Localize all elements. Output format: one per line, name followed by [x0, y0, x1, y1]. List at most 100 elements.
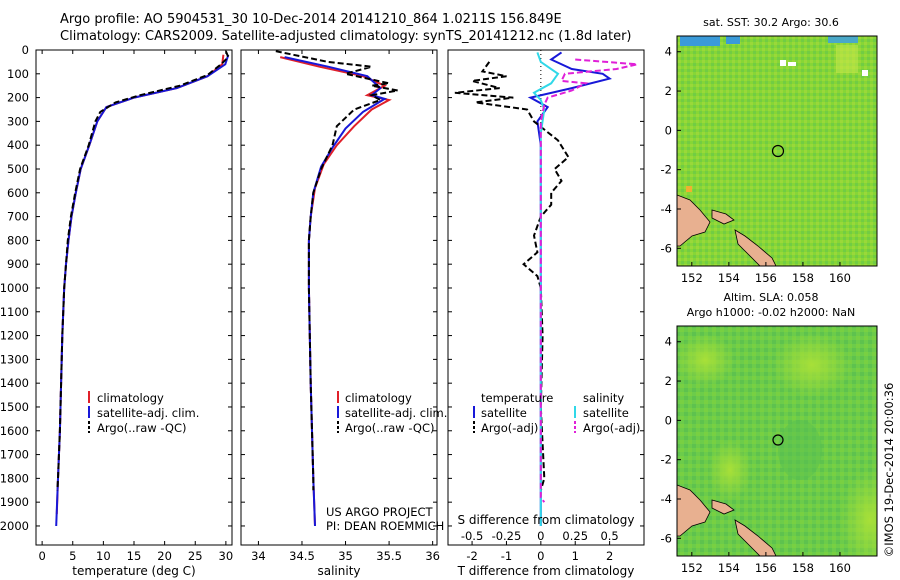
depth-tick-label: 1600: [0, 424, 29, 438]
temperature-panel: [35, 49, 233, 546]
depth-tick-label: 0: [22, 43, 29, 57]
depth-tick-label: 2000: [0, 519, 29, 533]
imos-stamp: ©IMOS 19-Dec-2014 20:00:36: [882, 383, 896, 558]
legend-salinity-title: salinity: [583, 391, 624, 405]
legend-argo: Argo(..raw -QC): [345, 421, 435, 435]
x-tick-label: 2: [606, 549, 613, 563]
depth-tick-label: 1700: [0, 448, 29, 462]
map-y-tick-label: -4: [661, 202, 672, 216]
map-x-tick-label: 160: [829, 561, 851, 575]
depth-tick-label: 1200: [0, 329, 29, 343]
x-tick-label: 0: [38, 549, 45, 563]
legend-t-satellite: satellite: [481, 406, 527, 420]
x-tick-label: 35.5: [376, 549, 402, 563]
map-x-tick-label: 152: [681, 271, 703, 285]
sla-map: [677, 326, 877, 556]
project-annotation: US ARGO PROJECT: [326, 505, 434, 519]
x-tick-label-s: 0: [537, 529, 544, 543]
map-y-tick-label: -6: [661, 241, 672, 255]
argo-float-marker-sla: [772, 434, 784, 446]
legend-argo: Argo(..raw -QC): [97, 421, 187, 435]
legend-s-satellite: satellite: [583, 406, 629, 420]
depth-tick-label: 1800: [0, 471, 29, 485]
x-tick-label-s: 0.5: [600, 529, 618, 543]
map-x-tick-label: 160: [829, 271, 851, 285]
x-tick-label: 34: [251, 549, 266, 563]
map-y-tick-label: -2: [661, 163, 672, 177]
depth-axis-labels: 0 100 200 300 400 500 600 700 800 900 1000 1100 1200…: [0, 43, 29, 533]
argo-float-marker-sst: [771, 144, 785, 158]
x-tick-label: 0: [537, 549, 544, 563]
depth-tick-label: 1300: [0, 352, 29, 366]
legend-temperature-title: temperature: [481, 391, 553, 405]
depth-tick-label: 600: [7, 186, 29, 200]
sla-map-title1: Altim. SLA: 0.058: [723, 291, 818, 304]
map-x-tick-label: 152: [681, 561, 703, 575]
map-x-tick-label: 154: [718, 271, 740, 285]
map-x-tick-label: 158: [792, 271, 814, 285]
map-y-tick-label: 0: [665, 123, 672, 137]
x-tick-label: 10: [96, 549, 111, 563]
map-x-tick-label: 158: [792, 561, 814, 575]
series-line-salinity-argo-adj-: [539, 58, 638, 503]
map-y-tick-label: -6: [661, 531, 672, 545]
map-y-tick-label: 2: [665, 84, 672, 98]
map-x-tick-label: 154: [718, 561, 740, 575]
x-tick-label: 34.5: [289, 549, 315, 563]
header-title-line2: Climatology: CARS2009. Satellite-adjuste…: [60, 29, 632, 44]
series-line-climatology: [55, 54, 225, 515]
x-tick-label: 36: [425, 549, 440, 563]
depth-tick-label: 700: [7, 210, 29, 224]
depth-tick-label: 900: [7, 257, 29, 271]
x-tick-label-s: -0.25: [492, 529, 522, 543]
sst-map-title: sat. SST: 30.2 Argo: 30.6: [703, 16, 839, 29]
t-difference-xlabel: T difference from climatology: [457, 564, 635, 578]
series-line-climatology: [279, 56, 392, 527]
depth-tick-label: 100: [7, 67, 29, 81]
sst-map: [677, 36, 877, 266]
series-line-argo-raw-qc-: [56, 50, 230, 491]
depth-tick-label: 1000: [0, 281, 29, 295]
x-tick-label: 15: [127, 549, 142, 563]
depth-tick-label: 400: [7, 138, 29, 152]
x-tick-label: 20: [157, 549, 172, 563]
header-title-line1: Argo profile: AO 5904531_30 10-Dec-2014 …: [60, 12, 562, 27]
depth-tick-label: 500: [7, 162, 29, 176]
depth-tick-label: 800: [7, 233, 29, 247]
s-difference-xlabel: S difference from climatology: [458, 513, 635, 527]
x-tick-label: -2: [466, 549, 477, 563]
legend-climatology: climatology: [345, 391, 412, 405]
depth-tick-label: 1500: [0, 400, 29, 414]
difference-panel: [447, 49, 645, 546]
temperature-xlabel: temperature (deg C): [72, 564, 195, 578]
legend-satellite-adj: satellite-adj. clim.: [97, 406, 199, 420]
pi-annotation: PI: DEAN ROEMMICH: [326, 519, 444, 533]
map-y-tick-label: 4: [665, 45, 672, 59]
x-tick-label: 5: [69, 549, 76, 563]
map-y-tick-label: 4: [665, 335, 672, 349]
depth-tick-label: 300: [7, 114, 29, 128]
depth-tick-label: 1900: [0, 495, 29, 509]
legend-s-argo: Argo(-adj): [583, 421, 640, 435]
temperature-legend: climatology satellite-adj. clim. Argo(..…: [88, 391, 199, 435]
salinity-xlabel: salinity: [317, 564, 360, 578]
map-x-tick-label: 156: [755, 561, 777, 575]
legend-climatology: climatology: [97, 391, 164, 405]
x-tick-label: 1: [572, 549, 579, 563]
x-tick-label: 35: [338, 549, 353, 563]
depth-tick-label: 1100: [0, 305, 29, 319]
series-line-satellite-adj-clim-: [284, 56, 388, 527]
map-y-tick-label: 2: [665, 374, 672, 388]
map-x-tick-label: 156: [755, 271, 777, 285]
depth-tick-label: 200: [7, 91, 29, 105]
x-tick-label: 30: [219, 549, 234, 563]
legend-satellite-adj: satellite-adj. clim.: [345, 406, 447, 420]
x-tick-label: -1: [501, 549, 512, 563]
x-tick-label-s: -0.5: [461, 529, 483, 543]
series-line-satellite-adj-clim-: [55, 54, 230, 527]
legend-t-argo: Argo(-adj): [481, 421, 538, 435]
difference-legend: temperature satellite Argo(-adj) salinit…: [473, 391, 640, 435]
salinity-legend: climatology satellite-adj. clim. Argo(..…: [326, 391, 447, 533]
map-y-tick-label: 0: [665, 413, 672, 427]
